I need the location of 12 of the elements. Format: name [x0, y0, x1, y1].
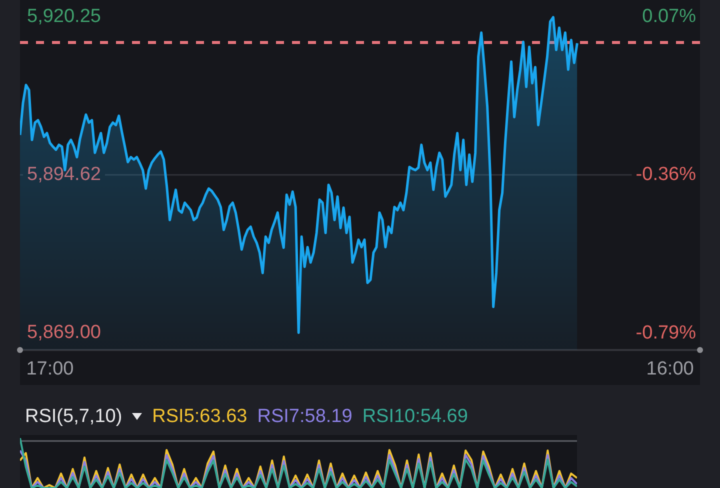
y2-tick-label: -0.79% [636, 322, 696, 344]
series-label: RSI5:63.63 [152, 406, 248, 428]
y-tick-label: 5,920.25 [27, 6, 101, 28]
x-tick-label: 16:00 [646, 358, 694, 380]
y2-tick-label: -0.36% [636, 164, 696, 186]
text: RSI7:58.19 [257, 406, 352, 428]
y2-tick-label: 0.07% [642, 6, 696, 28]
y-tick-label: 5,869.00 [27, 322, 101, 343]
x-tick-label: 17:00 [26, 358, 74, 380]
chart-title: RSI(5,7,10) [25, 406, 122, 428]
y-tick-label: 5,894.62 [27, 164, 101, 186]
series-label: RSI10:54.69 [362, 406, 468, 428]
